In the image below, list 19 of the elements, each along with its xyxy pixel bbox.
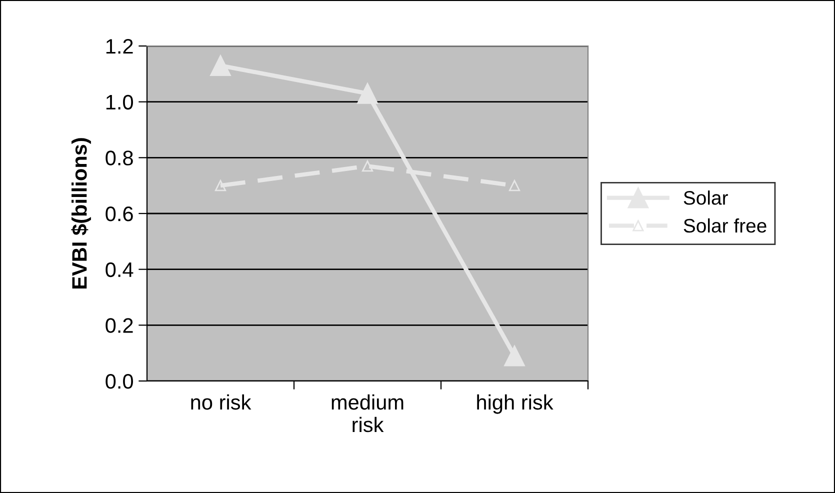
y-tick-label: 1.0 [106, 94, 133, 110]
y-axis-title: EVBI $(billions) [71, 138, 91, 288]
y-tick-label: 0.4 [106, 262, 134, 278]
x-tick-label: high risk [477, 394, 554, 414]
y-tick-label: 0.0 [106, 374, 133, 389]
point [357, 83, 378, 104]
y-tick-label: 1.2 [106, 39, 133, 54]
x-tick-label: medium risk [332, 394, 404, 432]
point [508, 180, 520, 192]
y-tick-label: 0.6 [106, 206, 133, 222]
point [210, 55, 231, 76]
point [362, 160, 374, 172]
y-tick-label: 0.2 [106, 318, 133, 333]
legend-label: Solar [684, 190, 728, 205]
y-tick-label: 0.8 [106, 150, 133, 166]
x-tick-label: no risk [191, 394, 252, 410]
legend-label: Solar free [684, 218, 766, 233]
point [214, 180, 226, 192]
point [504, 345, 525, 366]
